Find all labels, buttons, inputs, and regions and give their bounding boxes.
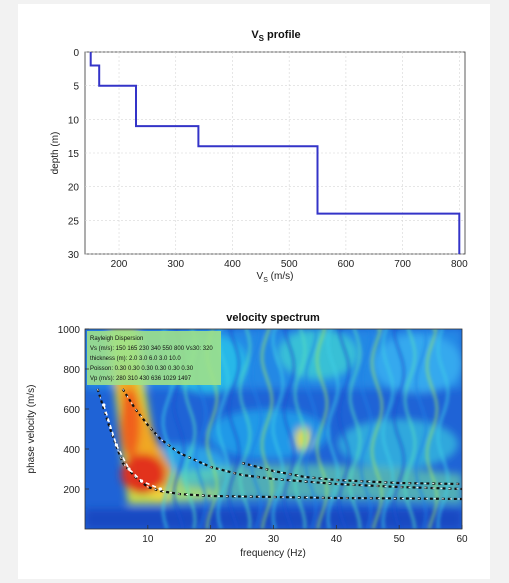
spectrum-stripe <box>381 329 395 529</box>
spectrum-stripe <box>227 329 241 529</box>
legend-line-4: Vp (m/s): 280 310 430 636 1029 1497 <box>90 376 192 382</box>
picked-points <box>102 403 162 491</box>
spectrum-ticks: 10 20 30 40 50 60 200 400 600 800 1000 <box>58 325 468 545</box>
spectrum-xlabel: frequency (Hz) <box>240 548 306 559</box>
legend-line-3: Poisson: 0.30 0.30 0.30 0.30 0.30 0.30 <box>90 366 194 372</box>
velocity-spectrum-chart: velocity spectrum <box>26 312 468 559</box>
dispersion-curve-highlight <box>122 388 462 490</box>
spectrum-stripe <box>238 329 252 529</box>
x-tick-label: 800 <box>451 259 468 270</box>
vs-profile-ticks: 200 300 400 500 600 700 800 0 5 10 15 20 25 30 <box>68 48 468 270</box>
y-tick-label: 5 <box>73 82 79 93</box>
legend-line-2: thickness (m): 2.0 3.0 6.0 3.0 10.0 <box>90 356 181 362</box>
spectrum-stripe <box>425 329 439 529</box>
spectrum-stripe <box>260 329 274 529</box>
spectrum-stripe <box>392 329 406 529</box>
spectrum-stripe <box>282 329 296 529</box>
vs-profile-ylabel: depth (m) <box>50 132 61 175</box>
y-tick-label: 25 <box>68 216 80 227</box>
spectrum-stripe <box>348 329 362 529</box>
x-tick-label: 60 <box>456 534 468 545</box>
figure-svg: VS profile 200 300 400 500 600 700 80005101520… <box>26 29 468 559</box>
y-tick-label: 10 <box>68 115 80 126</box>
vs-profile-line <box>89 52 461 254</box>
spectrum-stripe <box>403 329 417 529</box>
x-tick-label: 500 <box>281 259 298 270</box>
spectrum-ylabel: phase velocity (m/s) <box>26 385 37 474</box>
spectrum-stripe <box>293 329 307 529</box>
x-tick-label: 10 <box>142 534 154 545</box>
spectrum-stripe <box>414 329 428 529</box>
vs-profile-chart: VS profile 200 300 400 500 600 700 80005101520… <box>50 29 468 284</box>
x-tick-label: 40 <box>331 534 343 545</box>
y-tick-label: 30 <box>68 250 80 261</box>
y-tick-label: 15 <box>68 149 80 160</box>
y-tick-label: 400 <box>63 445 80 456</box>
figure: VS profile 200 300 400 500 600 700 800 0 5 10 15 20… <box>18 4 490 579</box>
spectrum-stripe <box>216 329 230 529</box>
picked-point <box>127 467 131 471</box>
spectrum-stripe <box>337 329 351 529</box>
spectrum-stripe <box>359 329 373 529</box>
y-tick-label: 800 <box>63 365 80 376</box>
x-tick-label: 400 <box>224 259 241 270</box>
x-tick-label: 300 <box>167 259 184 270</box>
legend-box <box>87 331 221 385</box>
spectrum-waves <box>161 329 450 529</box>
legend-line-1: Vs (m/s): 150 165 230 340 550 800 Vs30: … <box>90 346 213 352</box>
picked-point <box>102 403 106 407</box>
vs-profile-xlabel: VS (m/s) <box>257 271 294 284</box>
x-tick-label: 700 <box>394 259 411 270</box>
spectrum-title: velocity spectrum <box>226 312 320 324</box>
picked-point <box>139 479 144 483</box>
y-tick-label: 1000 <box>58 325 81 336</box>
picked-point <box>158 487 162 491</box>
y-tick-label: 0 <box>73 48 79 59</box>
x-tick-label: 50 <box>394 534 406 545</box>
picked-points-line <box>103 404 161 490</box>
vs-profile-title: VS profile <box>251 29 300 43</box>
spectrum-stripe <box>315 329 329 529</box>
spectrum-stripe <box>326 329 340 529</box>
spectrum-stripe <box>304 329 318 529</box>
dispersion-curve-highlight <box>241 462 462 485</box>
spectrum-stripe <box>249 329 263 529</box>
spectrum-stripe <box>436 329 450 529</box>
spectrum-legend: Rayleigh Dispersion Vs (m/s): 150 165 23… <box>87 331 221 385</box>
dispersion-curves <box>96 388 462 501</box>
dispersion-curve-highlight <box>97 388 462 500</box>
spectrum-stripe <box>370 329 384 529</box>
y-tick-label: 600 <box>63 405 80 416</box>
picked-point <box>114 443 119 447</box>
x-tick-label: 600 <box>338 259 355 270</box>
spectrum-stripe <box>271 329 285 529</box>
x-tick-label: 20 <box>205 534 217 545</box>
y-tick-label: 20 <box>68 183 80 194</box>
x-tick-label: 30 <box>268 534 280 545</box>
y-tick-label: 200 <box>63 485 80 496</box>
legend-line-0: Rayleigh Dispersion <box>90 336 143 342</box>
x-tick-label: 200 <box>111 259 128 270</box>
